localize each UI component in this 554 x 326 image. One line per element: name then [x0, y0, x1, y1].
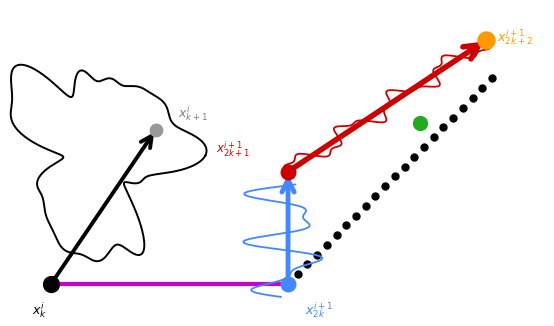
Point [47, 281, 55, 287]
Point [151, 127, 160, 132]
Point [482, 37, 491, 43]
Text: $x^{i+1}_{2k}$: $x^{i+1}_{2k}$ [305, 300, 333, 320]
Point [284, 281, 293, 287]
Text: $x^{i+1}_{2k+1}$: $x^{i+1}_{2k+1}$ [217, 139, 250, 159]
Text: $x^i_k$: $x^i_k$ [33, 300, 48, 320]
Point [284, 169, 293, 174]
Point [416, 121, 425, 126]
Text: $x^{i+1}_{2k+2}$: $x^{i+1}_{2k+2}$ [497, 27, 533, 47]
Text: $x^i_{k+1}$: $x^i_{k+1}$ [178, 104, 208, 124]
